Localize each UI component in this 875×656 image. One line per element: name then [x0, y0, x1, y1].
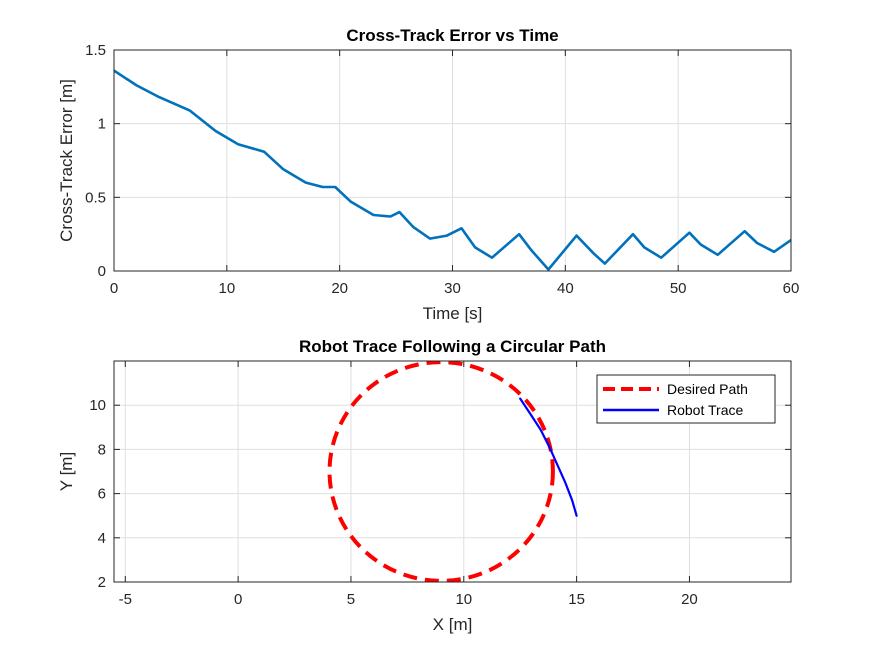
legend-label-desired-path: Desired Path	[667, 381, 748, 397]
x-tick-label: -5	[119, 591, 132, 608]
x-axis-label: X [m]	[433, 615, 473, 634]
y-tick-label: 0.5	[85, 189, 106, 206]
x-tick-label: 0	[110, 280, 118, 297]
x-tick-label: 30	[444, 280, 461, 297]
x-tick-label: 5	[347, 591, 355, 608]
robot-trace-axes: -5 0 5 10 15 20 2 4 6 8 10 Robot Trace Following a…	[57, 337, 792, 634]
x-tick-label: 15	[568, 591, 585, 608]
series-0-line	[114, 69, 791, 271]
y-axis-label: Y [m]	[57, 452, 76, 491]
plot-area	[327, 361, 578, 582]
legend: Desired Path Robot Trace	[596, 374, 776, 424]
axes-box	[113, 360, 792, 583]
y-tick-label: 8	[98, 441, 106, 458]
plot-area	[114, 69, 791, 271]
y-tick-label: 1	[98, 116, 106, 133]
y-axis-label: Cross-Track Error [m]	[57, 79, 76, 242]
x-tick-label: 60	[783, 280, 800, 297]
cross-track-error-axes: 0 10 20 30 40 50 60 0 0.5 1 1.5 Cross-Track Error …	[57, 26, 799, 323]
chart-title: Robot Trace Following a Circular Path	[299, 337, 606, 356]
x-tick-label: 20	[331, 280, 348, 297]
x-tick-label: 0	[234, 591, 242, 608]
x-tick-label: 10	[218, 280, 235, 297]
y-tick-label: 10	[89, 397, 106, 414]
y-tick-label: 1.5	[85, 42, 106, 59]
chart-title: Cross-Track Error vs Time	[346, 26, 558, 45]
y-tick-label: 6	[98, 486, 106, 503]
x-axis-label: Time [s]	[423, 304, 483, 323]
ticks: 0 10 20 30 40 50 60 0 0.5 1 1.5	[85, 42, 799, 297]
y-tick-label: 2	[98, 574, 106, 591]
robot-trace-line	[519, 397, 578, 517]
x-tick-label: 50	[670, 280, 687, 297]
x-tick-label: 10	[455, 591, 472, 608]
y-tick-label: 4	[98, 530, 106, 547]
desired-path-line	[327, 361, 555, 582]
ticks: -5 0 5 10 15 20 2 4 6 8 10	[89, 361, 791, 608]
y-tick-label: 0	[98, 263, 106, 280]
legend-label-robot-trace: Robot Trace	[667, 402, 743, 418]
x-tick-label: 20	[681, 591, 698, 608]
x-tick-label: 40	[557, 280, 574, 297]
legend-box	[596, 374, 776, 424]
